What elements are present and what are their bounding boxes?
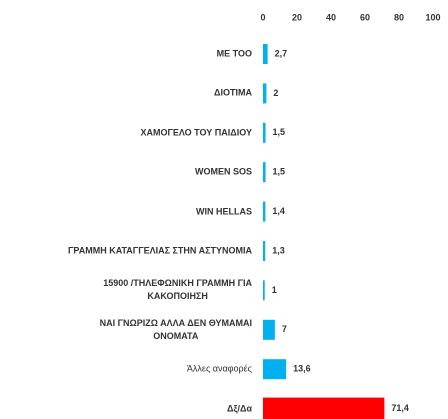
value-label: 2: [273, 88, 278, 98]
category-label: ΓΡΑΜΜΗ ΚΑΤΑΓΓΕΛΙΑΣ ΣΤΗΝ ΑΣΤΥΝΟΜΙΑ: [67, 245, 252, 256]
category-label: ME TOO: [216, 48, 252, 59]
bar: [263, 122, 266, 143]
x-tick-label: 20: [292, 12, 302, 22]
bar: [263, 359, 287, 380]
x-tick-label: 40: [326, 12, 336, 22]
bar: [263, 280, 265, 301]
category-label: ΝΑΙ ΓΝΩΡΙΖΩ ΑΛΛΑ ΔΕΝ ΘΥΜΑΜΑΙ ΟΝΟΜΑΤΑ: [99, 317, 252, 341]
bar: [263, 319, 275, 340]
value-label: 1,5: [273, 127, 286, 137]
bar: [263, 162, 266, 183]
bar: [263, 241, 266, 261]
value-label: 1,3: [272, 245, 285, 255]
value-label: 2,7: [275, 48, 288, 58]
bar: [263, 83, 267, 104]
x-tick-label: 100: [425, 12, 440, 22]
x-tick-label: 80: [394, 12, 404, 22]
value-label: 1,4: [272, 206, 285, 216]
category-label: Άλλες αναφορές: [186, 363, 252, 374]
category-label: Δξ/Δα: [227, 403, 252, 414]
value-label: 1,5: [273, 167, 286, 177]
bar: [263, 201, 266, 222]
category-label: 15900 /ΤΗΛΕΦΩΝΙΚΗ ΓΡΑΜΜΗ ΓΙΑ ΚΑΚΟΠΟΙΗΣΗ: [103, 278, 252, 302]
category-label: ΧΑΜΟΓΕΛΟ ΤΟΥ ΠΑΙΔΙΟΥ: [140, 127, 253, 138]
x-tick-label: 60: [360, 12, 370, 22]
category-label: ΔΙΟΤΙΜΑ: [214, 87, 252, 98]
category-label: WOMEN SOS: [194, 166, 252, 177]
value-label: 71,4: [391, 403, 409, 413]
x-tick-label: 0: [260, 12, 265, 22]
value-label: 1: [272, 285, 277, 295]
value-label: 7: [282, 324, 287, 334]
value-label: 13,6: [293, 364, 311, 374]
bar: [263, 44, 268, 64]
bar: [263, 397, 385, 419]
category-label: WIN HELLAS: [196, 206, 252, 217]
